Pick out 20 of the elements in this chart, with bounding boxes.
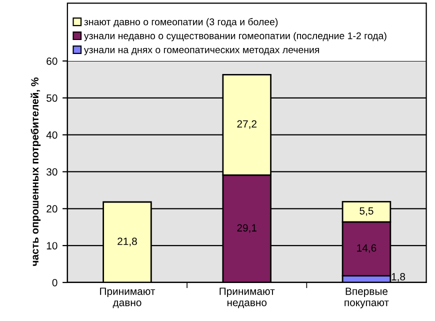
legend-label: узнали недавно о существовании гомеопатии (последние 1-2 года) [84, 32, 386, 42]
data-label: 14,6 [357, 244, 376, 253]
y-tick-label: 30 [46, 168, 58, 176]
y-tick-label: 60 [46, 57, 58, 65]
y-tick-label: 20 [46, 205, 58, 213]
y-tick-label: 40 [46, 131, 58, 139]
legend-label: знают давно о гомеопатии (3 года и более) [84, 18, 278, 28]
y-axis-title: часть опрошенных потребителей, % [30, 77, 41, 266]
data-label: 21,8 [118, 238, 137, 246]
data-label: 27,2 [237, 120, 256, 129]
x-tick-label: Принимают давно [100, 288, 156, 308]
data-label: 5,5 [360, 207, 374, 216]
y-tick-label: 0 [52, 278, 58, 286]
legend-label: узнали на днях о гомеопатических методах лечения [84, 48, 320, 56]
y-tick-label: 10 [46, 242, 58, 250]
y-tick-label: 50 [46, 94, 58, 102]
x-tick-label: Принимают недавно [220, 288, 275, 308]
data-label: 29,1 [237, 224, 256, 233]
data-label: 1,8 [392, 273, 406, 282]
x-tick-label: Впервые покупают [344, 288, 389, 308]
